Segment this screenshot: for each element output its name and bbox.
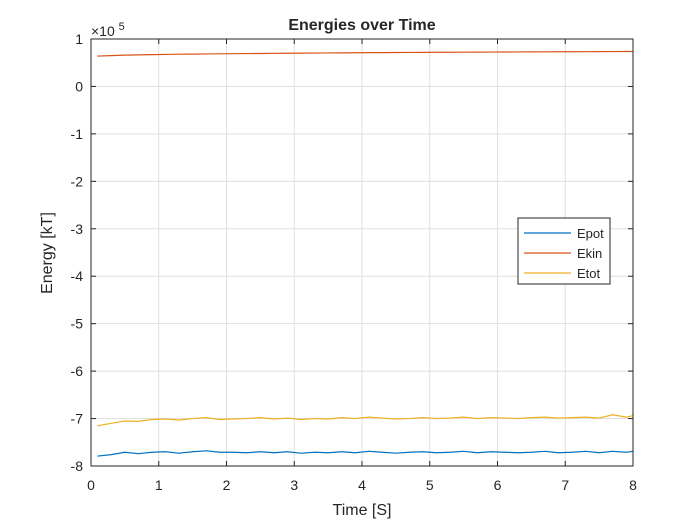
x-tick-label: 6 [494, 477, 502, 493]
chart-title: Energies over Time [288, 17, 435, 34]
series-group [97, 50, 634, 457]
y-axis-exponent-label: ×10 5 [91, 21, 125, 39]
x-tick-label: 5 [426, 477, 434, 493]
exponent-power: 5 [119, 21, 125, 33]
legend-label-etot: Etot [577, 266, 601, 281]
x-tick-label: 1 [155, 477, 163, 493]
x-tick-label: 7 [561, 477, 569, 493]
y-axis-label: Energy [kT] [39, 212, 56, 294]
legend-label-ekin: Ekin [577, 246, 602, 261]
y-tick-label: -7 [71, 411, 84, 427]
series-line-ekin [97, 50, 634, 57]
y-tick-label: 0 [75, 78, 83, 94]
y-tick-label: -8 [71, 458, 84, 474]
series-line-etot [97, 414, 634, 427]
x-tick-label: 4 [358, 477, 366, 493]
series-line-epot [97, 450, 634, 457]
y-tick-label: -6 [71, 363, 84, 379]
y-tick-label: -5 [71, 316, 84, 332]
exponent-base: ×10 [91, 23, 115, 39]
x-tick-label: 0 [87, 477, 95, 493]
y-tick-label: 1 [75, 31, 83, 47]
y-tick-label: -4 [71, 268, 84, 284]
legend-label-epot: Epot [577, 226, 604, 241]
y-tick-label: -2 [71, 173, 84, 189]
y-tick-label: -3 [71, 221, 84, 237]
legend: Epot Ekin Etot [517, 217, 611, 285]
x-axis-label: Time [S] [333, 502, 392, 519]
axes-frame: 0 1 2 3 4 5 6 7 8 -8 -7 -6 -5 -4 -3 -2 -1 0 1 [71, 31, 638, 493]
x-tick-label: 3 [290, 477, 298, 493]
x-tick-label: 8 [629, 477, 637, 493]
y-tick-label: -1 [71, 126, 84, 142]
x-tick-label: 2 [223, 477, 231, 493]
